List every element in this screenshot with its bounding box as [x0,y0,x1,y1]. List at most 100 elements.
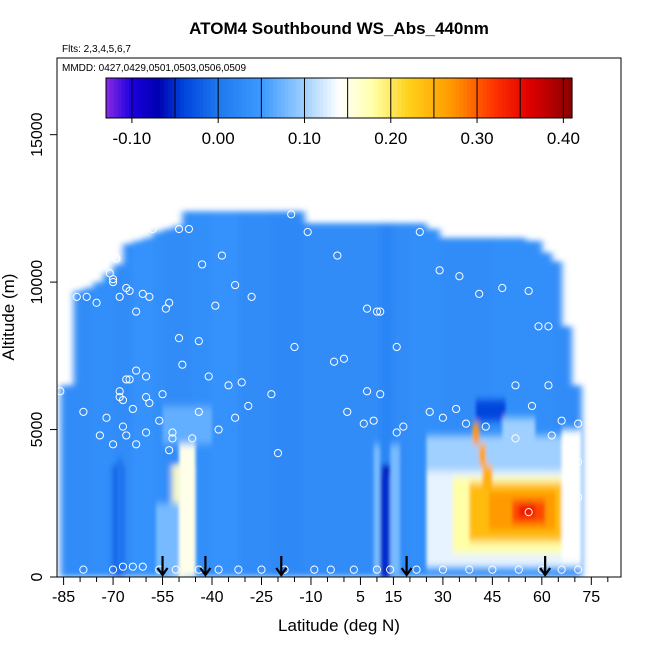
observation-point [115,292,124,301]
observation-point [145,292,154,301]
observation-point [108,440,118,449]
heat-column [337,223,365,577]
observation-point [303,227,312,237]
colorbar-segment [226,78,231,118]
observation-point [108,275,118,284]
colorbar-segment [358,78,363,118]
observation-point [527,401,537,411]
colorbar-segment [315,78,321,118]
observation-point [132,440,141,449]
colorbar-segment [284,78,290,118]
colorbar-segment [560,78,565,118]
colorbar-segment [494,78,499,118]
colorbar-segment [548,78,554,118]
observation-point [132,366,141,375]
x-tick-label: 75 [582,589,600,606]
observation-point [399,422,408,431]
heat-column [238,211,272,577]
plot-area [57,210,583,577]
colorbar-segment [238,78,243,118]
observation-point [138,562,147,571]
colorbar-segment [544,78,550,118]
colorbar-segment [346,78,352,118]
y-axis-label: Altitude (m) [0,274,18,361]
observation-point [214,425,223,434]
colorbar-segment [502,78,507,118]
colorbar-segment [203,78,208,118]
observation-point [574,493,583,502]
observation-point [415,227,424,237]
observation-point [475,289,484,299]
observation-point [168,428,177,437]
observation-point [231,413,240,422]
observation-point [128,562,137,571]
observation-point [145,398,154,408]
heat-feature-tropical-light-right [390,444,401,577]
colorbar-segment [206,78,212,118]
colorbar-segment [272,78,278,118]
colorbar-segment [436,78,441,118]
colorbar-segment [230,78,235,118]
colorbar-segment [300,78,305,118]
observation-point [498,283,507,293]
colorbar-segment [199,78,204,118]
colorbar-segment [362,78,367,118]
observation-point [115,387,124,396]
observation-point [534,322,543,331]
observation-point [72,292,81,301]
plot-frame [56,57,622,578]
observation-point [362,387,372,396]
colorbar-segment [327,78,332,118]
observation-point [204,372,213,381]
colorbar-segment [459,78,464,118]
heat-column [182,211,193,577]
observation-point [329,357,339,366]
observation-point [112,254,121,263]
x-tick-label: -70 [102,589,125,606]
colorbar-segment [525,78,530,118]
observation-point [174,334,184,343]
observation-point [557,565,566,574]
observation-point [95,431,104,440]
colorbar-segment [482,78,488,118]
observation-point [257,565,266,574]
observation-point [392,342,401,352]
observation-point [362,304,372,313]
colorbar-segment [191,78,196,118]
colorbar-segment [373,78,379,118]
x-tick-label: -85 [52,589,75,606]
colorbar-segment [269,78,274,118]
heat-column [192,211,213,577]
descent-arrow [539,556,552,577]
colorbar-segment [389,78,394,118]
heat-column [162,229,173,577]
observation-point [524,286,533,296]
colorbar-segment [393,78,398,118]
observation-point [79,407,88,416]
observation-points [57,210,583,574]
heat-feature-north-dark-spot [475,400,506,421]
colorbar-segment [106,78,111,118]
observation-point [488,565,497,574]
observation-point [481,422,490,431]
colorbar-segment [323,78,328,118]
observation-point [171,565,180,574]
observation-point [290,342,299,352]
heat-feature-north-light-spot [502,417,536,442]
observation-point [465,565,474,574]
observation-point [544,381,553,390]
heat-column [551,261,563,577]
colorbar-segment [443,78,449,118]
observation-point [122,375,131,384]
observation-point [435,266,444,275]
observation-point [425,407,434,416]
colorbar-segment [478,78,484,118]
colorbar-tick-label: 0.40 [547,129,580,148]
observation-point [369,416,378,425]
observation-point [194,336,203,346]
colorbar-segment [121,78,127,118]
colorbar-segment [249,78,255,118]
observation-point [138,289,147,299]
observation-point [184,224,194,234]
y-tick-label: 15000 [29,112,46,157]
